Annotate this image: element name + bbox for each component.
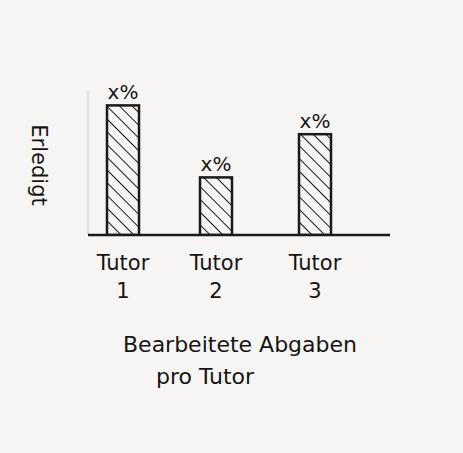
data-label: x%: [108, 80, 139, 104]
bars: [107, 105, 331, 235]
x-tick-label: Tutor1: [96, 251, 150, 303]
bar: [107, 105, 139, 235]
y-axis-label: Erledigt: [27, 124, 51, 205]
bar: [200, 177, 232, 235]
chart: x% x% x% Tutor1 Tutor2 Tutor3 Erledigt Bearbeit…: [0, 0, 463, 453]
x-axis-line: [88, 234, 390, 237]
x-tick-label: Tutor2: [189, 251, 243, 303]
y-axis-line: [88, 91, 89, 235]
x-tick-label: Tutor3: [288, 251, 342, 303]
data-label: x%: [300, 109, 331, 133]
chart-svg: x% x% x% Tutor1 Tutor2 Tutor3 Erledigt Bearbeit…: [0, 0, 463, 453]
data-label: x%: [201, 152, 232, 176]
bar: [299, 134, 331, 235]
x-axis-label: Bearbeitete Abgabenpro Tutor: [123, 332, 357, 389]
